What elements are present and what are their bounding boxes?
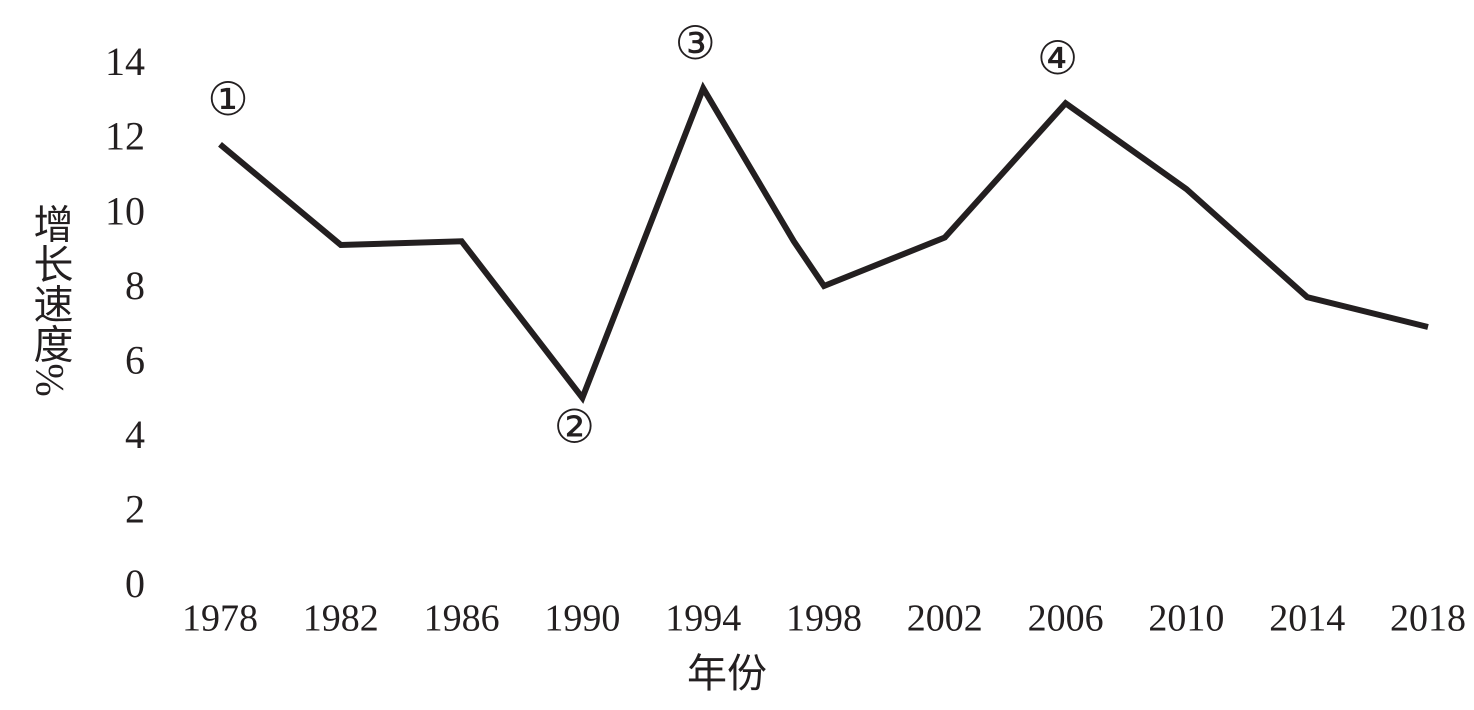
x-axis-label: 年份 [687,651,767,696]
annotation: ③ [675,18,716,69]
y-tick-label: 2 [125,487,145,532]
annotation: ④ [1037,33,1078,84]
y-tick-label: 10 [105,188,145,233]
y-tick-label: 14 [105,39,145,84]
annotation: ② [554,401,595,452]
x-tick-label: 1982 [303,598,379,640]
x-tick-label: 1994 [665,598,741,640]
x-tick-label: 2010 [1148,598,1224,640]
x-tick-label: 1978 [182,598,258,640]
y-tick-label: 4 [125,412,145,457]
annotation: ① [207,74,248,125]
x-tick-label: 2002 [907,598,983,640]
y-tick-label: 8 [125,263,145,308]
x-tick-label: 2014 [1269,598,1345,640]
x-tick-label: 1990 [544,598,620,640]
y-tick-label: 12 [105,114,145,159]
y-tick-label: 0 [125,561,145,606]
x-tick-label: 1986 [424,598,500,640]
x-tick-label: 2018 [1390,598,1466,640]
x-tick-label: 2006 [1028,598,1104,640]
y-axis-label: 增长速度% [28,203,73,396]
y-tick-label: 6 [125,337,145,382]
line [218,81,1429,404]
x-tick-label: 1998 [786,598,862,640]
